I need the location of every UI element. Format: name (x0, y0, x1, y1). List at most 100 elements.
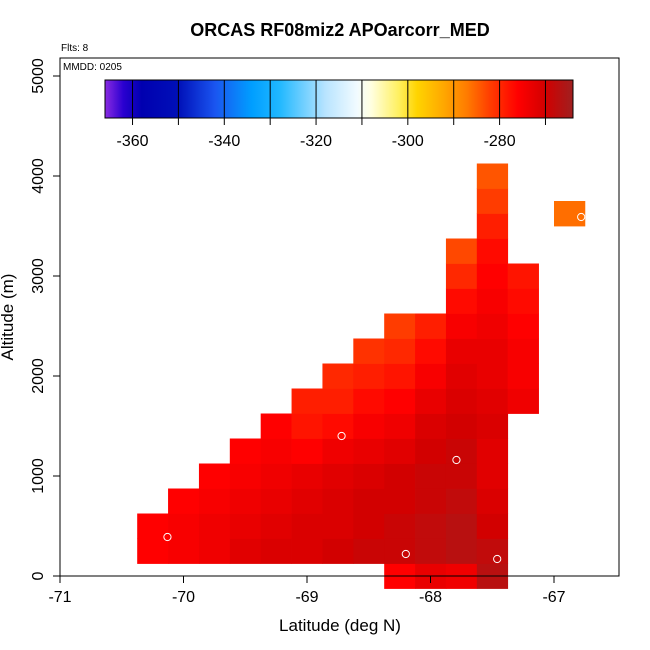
heatmap-cell (476, 288, 509, 314)
heatmap-cell (445, 438, 478, 464)
sample-points (163, 212, 586, 564)
heatmap-cell (476, 388, 509, 414)
heatmap-cell (415, 513, 447, 539)
y-tick-label: 5000 (30, 58, 47, 94)
heatmap-cell (229, 438, 262, 464)
heatmap-cell (445, 513, 478, 539)
heatmap-cell (476, 238, 509, 264)
x-tick-label: -69 (295, 589, 318, 606)
heatmap-cell (476, 438, 509, 464)
sample-point (337, 431, 346, 441)
x-tick-label: -71 (48, 589, 71, 606)
heatmap-cell (507, 363, 539, 389)
x-axis: -71 -70 -69 -68 -67 (48, 576, 566, 606)
heatmap-cell (415, 388, 447, 414)
heatmap-cell (507, 263, 539, 289)
heatmap-cell (137, 513, 169, 539)
heatmap-cell (476, 488, 509, 514)
heatmap-cell (260, 438, 292, 464)
heatmap-cell (353, 513, 385, 539)
heatmap-cell (353, 388, 385, 414)
heatmap-cell (507, 388, 539, 414)
heatmap-cell (229, 538, 262, 564)
heatmap-cell (507, 288, 539, 314)
plot-frame (59, 57, 620, 577)
heatmap-cell (415, 463, 447, 489)
heatmap-cell (384, 438, 416, 464)
sample-point (401, 549, 410, 559)
heatmap-cell (476, 313, 509, 339)
colorbar-tick-label: -280 (484, 133, 516, 150)
heatmap-cell (353, 463, 385, 489)
heatmap-cell (260, 538, 292, 564)
heatmap-cells (137, 163, 586, 589)
x-tick-label: -70 (172, 589, 195, 606)
heatmap-cell (445, 363, 478, 389)
heatmap-cell (415, 538, 447, 564)
colorbar: -360 -340 -320 -300 -280 (104, 79, 574, 150)
heatmap-cell (476, 463, 509, 489)
y-tick-label: 1000 (30, 458, 47, 494)
x-axis-label: Latitude (deg N) (279, 616, 401, 635)
heatmap-cell (476, 413, 509, 439)
sample-point (493, 554, 502, 564)
heatmap-cell (476, 513, 509, 539)
colorbar-gradient (105, 80, 573, 118)
heatmap-cell (415, 438, 447, 464)
heatmap-cell (445, 288, 478, 314)
heatmap-cell (353, 538, 385, 564)
heatmap-cell (445, 413, 478, 439)
heatmap-cell (291, 438, 323, 464)
heatmap-cell (353, 363, 385, 389)
x-tick-label: -67 (542, 589, 565, 606)
heatmap-cell (445, 388, 478, 414)
heatmap-cell (353, 413, 385, 439)
heatmap-cell (291, 413, 323, 439)
heatmap-cell (384, 463, 416, 489)
heatmap-cell (476, 338, 509, 364)
heatmap-cell (229, 513, 262, 539)
mmdd-annotation: MMDD: 0205 (63, 62, 122, 73)
y-axis: 0 1000 2000 3000 4000 5000 (30, 58, 60, 580)
heatmap-cell (415, 338, 447, 364)
heatmap-cell (291, 388, 323, 414)
heatmap-cell (260, 413, 292, 439)
y-tick-label: 0 (30, 571, 47, 580)
colorbar-ticks: -360 -340 -320 -300 -280 (117, 133, 516, 150)
heatmap-cell (507, 338, 539, 364)
heatmap-cell (384, 538, 416, 564)
y-tick-label: 2000 (30, 358, 47, 394)
y-tick-label: 4000 (30, 158, 47, 194)
x-tick-label: -68 (419, 589, 442, 606)
heatmap-cell (476, 188, 509, 214)
heatmap-cell (353, 338, 385, 364)
heatmap-cell (260, 488, 292, 514)
sample-point (452, 455, 461, 465)
heatmap-cell (291, 513, 323, 539)
heatmap-cell (322, 363, 354, 389)
heatmap-cell (415, 313, 447, 339)
colorbar-tick-label: -320 (300, 133, 332, 150)
heatmap-cell (415, 363, 447, 389)
chart-title: ORCAS RF08miz2 APOarcorr_MED (190, 20, 489, 40)
colorbar-tick-label: -360 (117, 133, 149, 150)
y-axis-label: Altitude (m) (0, 274, 17, 361)
heatmap-cell (415, 488, 447, 514)
sample-point (577, 212, 586, 222)
heatmap-cell (476, 263, 509, 289)
heatmap-cell (415, 413, 447, 439)
heatmap-cell (384, 488, 416, 514)
heatmap-cell (476, 163, 509, 189)
heatmap-cell (168, 488, 200, 514)
heatmap-cell (291, 463, 323, 489)
heatmap-cell (445, 338, 478, 364)
heatmap-cell (198, 488, 231, 514)
heatmap-cell (507, 313, 539, 339)
heatmap-cell (476, 363, 509, 389)
heatmap-cell (168, 538, 200, 564)
heatmap-cell (384, 413, 416, 439)
flights-annotation: Flts: 8 (61, 43, 89, 54)
heatmap-cell (445, 488, 478, 514)
